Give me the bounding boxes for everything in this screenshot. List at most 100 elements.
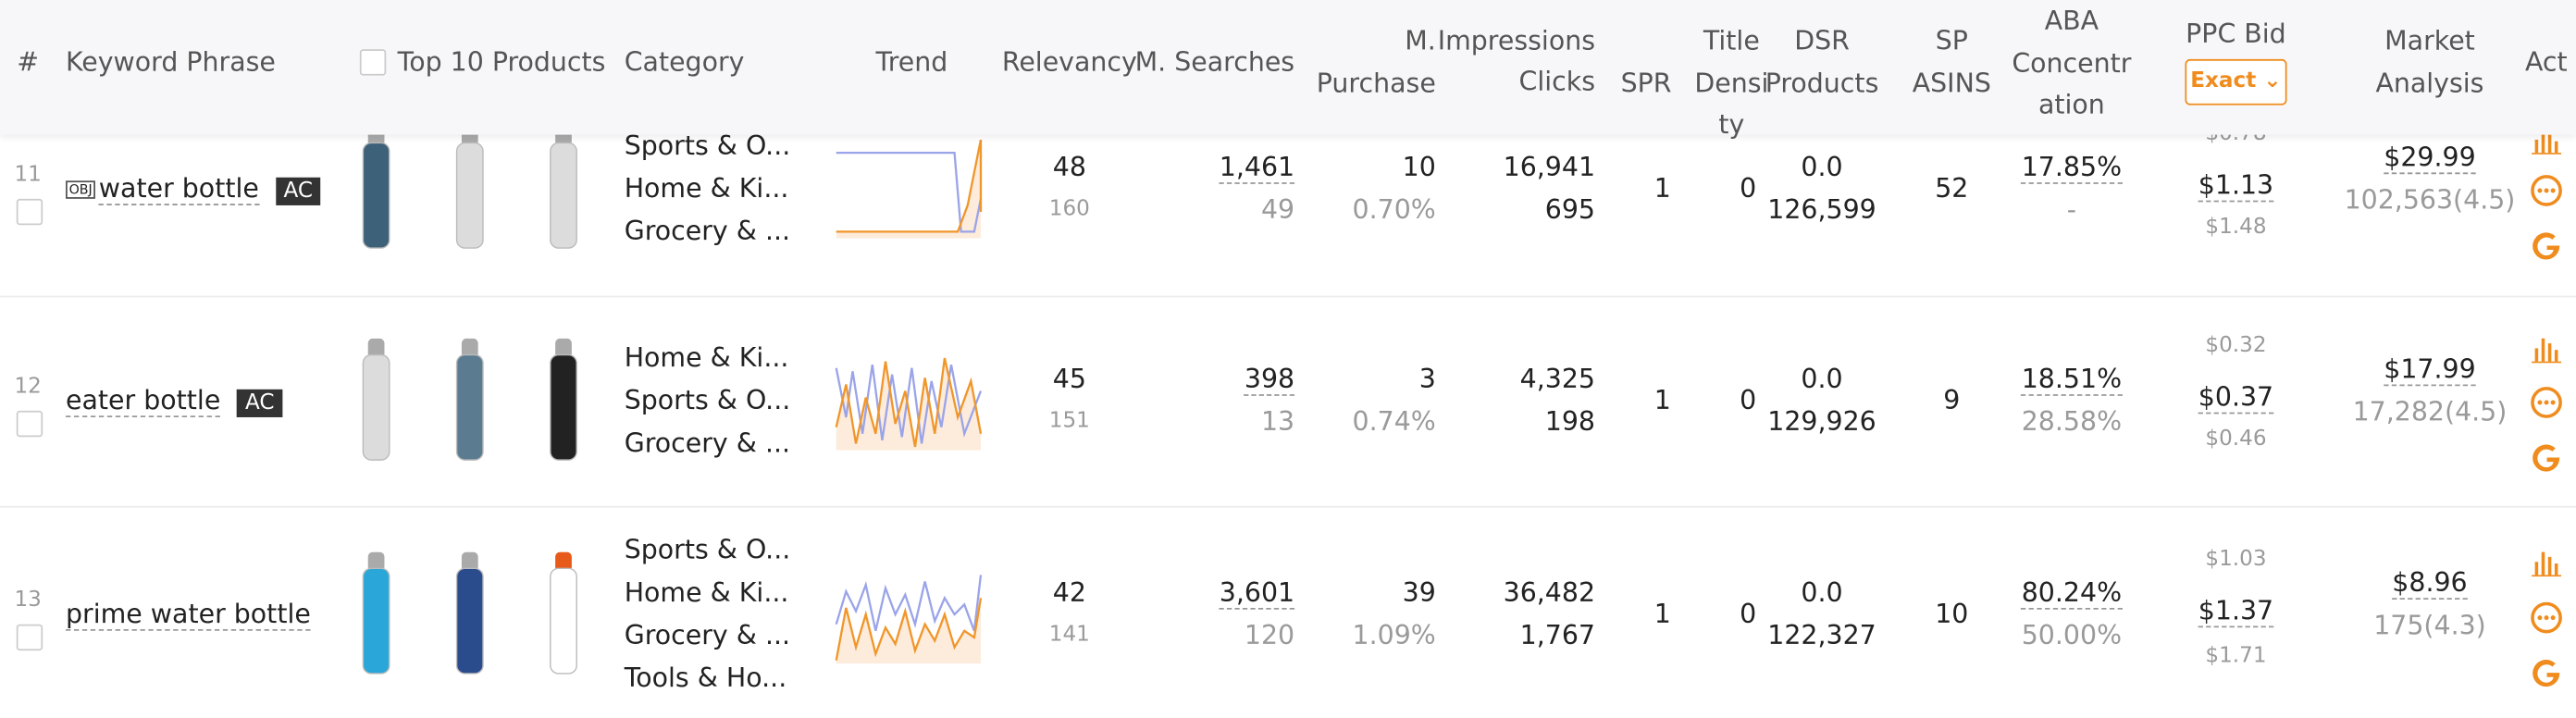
market-price-value[interactable]: $17.99 bbox=[2384, 353, 2476, 387]
product-image bbox=[455, 126, 484, 249]
spr: 1 bbox=[1653, 172, 1671, 204]
relevancy-sub: 151 bbox=[1048, 409, 1090, 434]
product-image bbox=[550, 338, 577, 461]
ppc-bid-value[interactable]: $0.37 bbox=[2198, 380, 2274, 415]
analysis-icon[interactable] bbox=[2532, 547, 2562, 577]
market-price-value[interactable]: $29.99 bbox=[2384, 141, 2476, 175]
monthly-purchases: 39 bbox=[1402, 576, 1436, 608]
aba-sub: 28.58% bbox=[2021, 405, 2123, 438]
dsr-products: 126,599 bbox=[1767, 193, 1876, 226]
category: Sports & O... bbox=[624, 130, 791, 161]
more-icon[interactable] bbox=[2530, 386, 2563, 419]
impressions: 4,325 bbox=[1519, 363, 1596, 395]
aba-value: 80.24% bbox=[2021, 576, 2123, 610]
sp-asins: 9 bbox=[1943, 384, 1961, 416]
column-header: Category bbox=[624, 45, 745, 78]
column-header: Trend bbox=[875, 45, 948, 78]
aba-concentration: 80.24% bbox=[1875, 576, 2269, 610]
ppc-bid-value[interactable]: $1.37 bbox=[2198, 594, 2274, 628]
purchase-rate: 0.74% bbox=[1352, 405, 1436, 438]
more-icon[interactable] bbox=[2530, 601, 2563, 635]
column-header: Title Density bbox=[1694, 24, 1769, 140]
monthly-purchases: 3 bbox=[1418, 363, 1436, 395]
table-header: # Keyword Phrase Top 10 Products Category Tr… bbox=[0, 0, 2576, 140]
product-image bbox=[362, 551, 390, 675]
product-image bbox=[362, 338, 390, 461]
market-reviews: 17,282(4.5) bbox=[2352, 395, 2508, 427]
analysis-icon[interactable] bbox=[2532, 333, 2562, 364]
impressions: 16,941 bbox=[1503, 151, 1596, 183]
category: Tools & Ho... bbox=[624, 662, 787, 694]
category: Grocery & ... bbox=[624, 619, 791, 651]
match-type-dropdown[interactable]: Exact ⌄ bbox=[2185, 58, 2287, 105]
monthly-searches: 3,601 bbox=[900, 576, 1295, 610]
monthly-searches-value[interactable]: 3,601 bbox=[1219, 576, 1295, 610]
row-checkbox[interactable] bbox=[16, 624, 43, 651]
dsr: 0.0 bbox=[1801, 576, 1843, 608]
monthly-searches-value[interactable]: 1,461 bbox=[1219, 151, 1295, 184]
column-header: Clicks bbox=[1518, 66, 1596, 97]
keyword-phrase[interactable]: prime water bottle bbox=[66, 598, 311, 631]
keyword-phrase[interactable]: water bottle bbox=[98, 172, 259, 205]
relevancy-sub: 160 bbox=[1048, 197, 1090, 222]
google-icon[interactable] bbox=[2530, 657, 2563, 690]
market-reviews: 175(4.3) bbox=[2373, 609, 2486, 641]
monthly-searches: 398 bbox=[900, 363, 1295, 396]
monthly-searches: 1,461 bbox=[900, 151, 1295, 184]
select-all-checkbox[interactable] bbox=[359, 49, 387, 76]
aba-concentration: 17.85% bbox=[1875, 151, 2269, 184]
relevancy-sub: 141 bbox=[1048, 622, 1090, 648]
keyword-tag: AC bbox=[237, 389, 283, 417]
ppc-bid-value[interactable]: $1.13 bbox=[2198, 168, 2274, 203]
market-reviews: 102,563(4.5) bbox=[2344, 183, 2516, 216]
ppc-bid: $1.37 bbox=[2038, 594, 2433, 628]
row-checkbox[interactable] bbox=[16, 410, 43, 438]
column-header: M. Purchase bbox=[1316, 24, 1436, 98]
column-header: Market Analysis bbox=[2375, 24, 2484, 98]
clicks: 198 bbox=[1544, 405, 1596, 438]
google-icon[interactable] bbox=[2530, 230, 2563, 264]
column-header: PPC Bid bbox=[2186, 18, 2286, 50]
column-header: Top 10 Products bbox=[397, 45, 606, 78]
row-separator bbox=[0, 295, 2576, 298]
column-header: Relevancy bbox=[1001, 45, 1137, 78]
market-price: $29.99 bbox=[2233, 141, 2576, 175]
analysis-icon[interactable] bbox=[2532, 125, 2562, 155]
ppc-bid-range: $1.48 bbox=[2205, 215, 2267, 241]
more-icon[interactable] bbox=[2530, 174, 2563, 207]
object-badge: OBJ bbox=[66, 180, 96, 198]
column-header: DSR Products bbox=[1765, 24, 1879, 98]
title-density: 0 bbox=[1740, 384, 1757, 416]
column-header: Impressions bbox=[1437, 24, 1596, 56]
market-price-value[interactable]: $8.96 bbox=[2392, 566, 2468, 600]
impressions: 36,482 bbox=[1503, 576, 1596, 608]
category: Home & Ki... bbox=[624, 172, 789, 204]
product-image bbox=[550, 126, 577, 249]
monthly-searches-value[interactable]: 398 bbox=[1244, 363, 1295, 396]
aba-sub: - bbox=[2066, 193, 2077, 226]
ppc-bid: $0.37 bbox=[2038, 380, 2433, 415]
match-type-label: Exact bbox=[2190, 68, 2257, 94]
google-icon[interactable] bbox=[2530, 442, 2563, 476]
dsr-products: 122,327 bbox=[1767, 619, 1876, 651]
row-checkbox[interactable] bbox=[16, 198, 43, 226]
ppc-bid-range: $0.46 bbox=[2205, 427, 2267, 452]
purchase-rate: 1.09% bbox=[1352, 619, 1436, 651]
row-separator bbox=[0, 505, 2576, 508]
aba-value: 18.51% bbox=[2021, 363, 2123, 396]
trend-sparkline bbox=[835, 575, 983, 664]
row-number: 13 bbox=[14, 588, 42, 613]
column-header: SP ASINS bbox=[1912, 24, 1991, 98]
row-number: 11 bbox=[14, 162, 42, 188]
keyword-phrase[interactable]: eater bottle bbox=[66, 384, 221, 417]
ppc-bid-range: $1.71 bbox=[2205, 643, 2267, 669]
market-price: $17.99 bbox=[2233, 353, 2576, 387]
ppc-bid-range: $0.32 bbox=[2205, 333, 2267, 359]
column-header: Act bbox=[2524, 45, 2568, 78]
dsr-products: 129,926 bbox=[1767, 405, 1876, 438]
category: Home & Ki... bbox=[624, 576, 789, 608]
trend-sparkline bbox=[836, 139, 983, 239]
title-density: 0 bbox=[1740, 172, 1757, 204]
product-image bbox=[362, 126, 390, 249]
